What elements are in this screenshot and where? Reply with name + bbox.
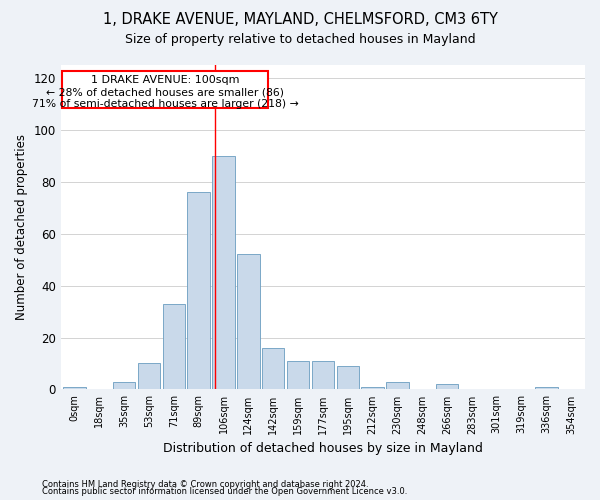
Bar (212, 156, 235, 390)
X-axis label: Distribution of detached houses by size in Mayland: Distribution of detached houses by size … (163, 442, 483, 455)
Bar (262, 348, 284, 390)
Text: ← 28% of detached houses are smaller (86): ← 28% of detached houses are smaller (86… (46, 87, 284, 97)
FancyBboxPatch shape (62, 72, 268, 108)
Y-axis label: Number of detached properties: Number of detached properties (15, 134, 28, 320)
Text: 71% of semi-detached houses are larger (218) →: 71% of semi-detached houses are larger (… (32, 98, 299, 108)
Bar (163, 304, 185, 390)
Bar (535, 387, 557, 390)
Bar (237, 254, 260, 390)
Bar (287, 361, 309, 390)
Text: 1 DRAKE AVENUE: 100sqm: 1 DRAKE AVENUE: 100sqm (91, 76, 239, 86)
Bar (138, 364, 160, 390)
Bar (312, 361, 334, 390)
Bar (337, 366, 359, 390)
Bar (187, 192, 210, 390)
Bar (436, 384, 458, 390)
Text: Contains HM Land Registry data © Crown copyright and database right 2024.: Contains HM Land Registry data © Crown c… (42, 480, 368, 489)
Bar (63, 387, 86, 390)
Text: Contains public sector information licensed under the Open Government Licence v3: Contains public sector information licen… (42, 487, 407, 496)
Bar (386, 382, 409, 390)
Bar (113, 382, 136, 390)
Text: 1, DRAKE AVENUE, MAYLAND, CHELMSFORD, CM3 6TY: 1, DRAKE AVENUE, MAYLAND, CHELMSFORD, CM… (103, 12, 497, 28)
Text: Size of property relative to detached houses in Mayland: Size of property relative to detached ho… (125, 32, 475, 46)
Bar (361, 387, 384, 390)
